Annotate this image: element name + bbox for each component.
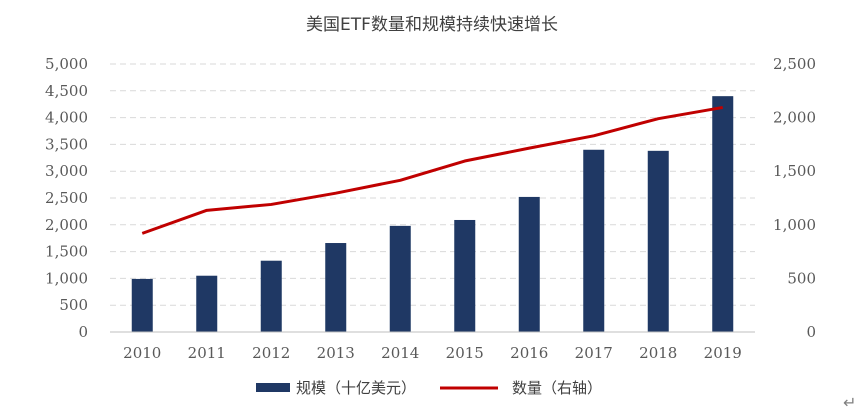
left-tick-label: 2,500 <box>45 189 88 207</box>
x-tick-label: 2019 <box>704 344 742 362</box>
bar <box>131 278 153 332</box>
x-tick-label: 2013 <box>317 344 355 362</box>
count-line <box>141 105 724 235</box>
bar <box>583 149 605 332</box>
x-tick-label: 2012 <box>252 344 290 362</box>
x-axis-ticks: 2010 2011 2012 2013 2014 2015 2016 2017 2018 2019 <box>123 344 742 362</box>
left-tick-label: 4,500 <box>45 82 88 100</box>
right-tick-label: 2,000 <box>773 109 816 127</box>
right-tick-label: 1,000 <box>773 216 816 234</box>
chart-title: 美国ETF数量和规模持续快速增长 <box>306 15 558 35</box>
legend-bar-swatch <box>256 383 290 392</box>
legend-bar-label: 规模（十亿美元） <box>296 379 416 397</box>
x-tick-label: 2018 <box>639 344 677 362</box>
bar <box>325 243 347 332</box>
left-tick-label: 2,000 <box>45 216 88 234</box>
x-tick-label: 2017 <box>575 344 613 362</box>
x-tick-label: 2014 <box>381 344 419 362</box>
right-tick-label: 500 <box>787 269 816 287</box>
right-axis-ticks: 0 500 1,000 1,500 2,000 2,500 <box>773 55 816 341</box>
left-tick-label: 1,000 <box>45 269 88 287</box>
left-tick-label: 3,500 <box>45 135 88 153</box>
left-tick-label: 4,000 <box>45 109 88 127</box>
left-tick-label: 5,000 <box>45 55 88 73</box>
left-axis-ticks: 0 500 1,000 1,500 2,000 2,500 3,000 3,500 4,000 4… <box>45 55 88 341</box>
left-tick-label: 3,000 <box>45 162 88 180</box>
bar <box>647 150 669 332</box>
bar <box>712 96 734 332</box>
right-tick-label: 1,500 <box>773 162 816 180</box>
left-tick-label: 500 <box>59 296 88 314</box>
bar-series <box>131 96 734 332</box>
bar <box>389 225 411 332</box>
right-tick-label: 0 <box>806 323 816 341</box>
bar <box>518 196 540 332</box>
x-tick-label: 2010 <box>123 344 161 362</box>
x-tick-label: 2015 <box>446 344 484 362</box>
right-tick-label: 2,500 <box>773 55 816 73</box>
bar <box>196 275 218 332</box>
bar <box>454 219 476 332</box>
return-icon: ↵ <box>843 393 856 412</box>
line-series <box>141 105 724 235</box>
left-tick-label: 0 <box>78 323 88 341</box>
x-tick-label: 2011 <box>188 344 226 362</box>
left-tick-label: 1,500 <box>45 243 88 261</box>
legend-line-label: 数量（右轴） <box>512 379 602 397</box>
legend: 规模（十亿美元） 数量（右轴） <box>256 379 602 397</box>
x-tick-label: 2016 <box>510 344 548 362</box>
bar <box>260 260 282 332</box>
